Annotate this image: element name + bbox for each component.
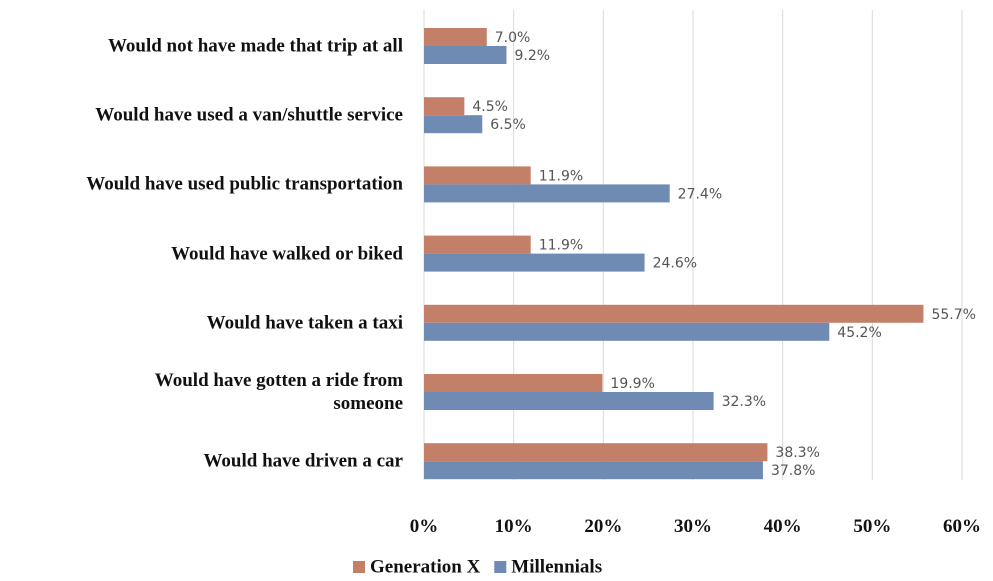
x-tick-label: 10% (495, 516, 533, 537)
bar (424, 235, 531, 254)
value-label: 37.8% (771, 463, 815, 479)
category-label: Would have taken a taxi (206, 312, 403, 334)
bar (424, 46, 507, 64)
legend-swatch (494, 561, 507, 573)
bar (424, 184, 670, 203)
category-label: Would have walked or biked (171, 243, 403, 265)
value-label: 11.9% (539, 238, 583, 254)
category-label: Would not have made that trip at all (107, 35, 403, 57)
value-label: 55.7% (931, 307, 975, 323)
bar (424, 304, 924, 323)
value-label: 19.9% (610, 376, 654, 392)
value-label: 7.0% (495, 30, 531, 46)
bar (424, 166, 531, 185)
bar (424, 28, 487, 46)
value-label: 11.9% (539, 168, 583, 184)
bar (424, 374, 603, 392)
legend-label: Generation X (370, 556, 481, 577)
legend-label: Millennials (511, 556, 602, 577)
value-label: 6.5% (490, 117, 526, 133)
x-tick-label: 20% (584, 516, 622, 537)
bar (424, 115, 483, 134)
x-tick-label: 60% (943, 516, 981, 537)
bar (424, 443, 768, 462)
x-tick-label: 0% (410, 516, 439, 537)
bar (424, 461, 763, 480)
bar (424, 392, 714, 410)
value-label: 32.3% (722, 394, 766, 410)
x-tick-label: 40% (764, 516, 802, 537)
x-tick-label: 50% (853, 516, 891, 537)
bar (424, 97, 465, 116)
value-label: 45.2% (837, 325, 881, 341)
bar (424, 253, 645, 272)
value-label: 27.4% (678, 186, 722, 202)
x-tick-label: 30% (674, 516, 712, 537)
category-label: Would have used a van/shuttle service (95, 104, 403, 126)
value-label: 38.3% (775, 445, 819, 461)
category-label: Would have gotten a ride from someone (154, 370, 403, 414)
bar (424, 322, 830, 341)
value-label: 9.2% (514, 48, 550, 64)
category-label: Would have driven a car (203, 450, 403, 472)
value-label: 4.5% (472, 99, 508, 115)
value-label: 24.6% (653, 256, 697, 272)
category-label: Would have used public transportation (86, 173, 403, 195)
legend-swatch (353, 561, 365, 573)
